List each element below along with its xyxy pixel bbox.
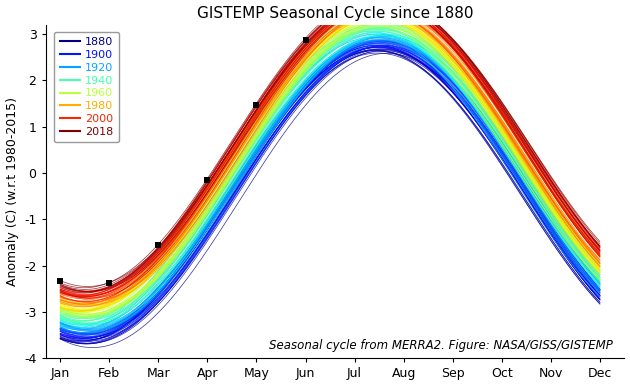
- Text: Seasonal cycle from MERRA2. Figure: NASA/GISS/GISTEMP: Seasonal cycle from MERRA2. Figure: NASA…: [269, 339, 613, 352]
- Y-axis label: Anomaly (C) (w.r.t 1980-2015): Anomaly (C) (w.r.t 1980-2015): [6, 97, 18, 286]
- Legend: 1880, 1900, 1920, 1940, 1960, 1980, 2000, 2018: 1880, 1900, 1920, 1940, 1960, 1980, 2000…: [54, 32, 119, 142]
- Title: GISTEMP Seasonal Cycle since 1880: GISTEMP Seasonal Cycle since 1880: [197, 5, 473, 20]
